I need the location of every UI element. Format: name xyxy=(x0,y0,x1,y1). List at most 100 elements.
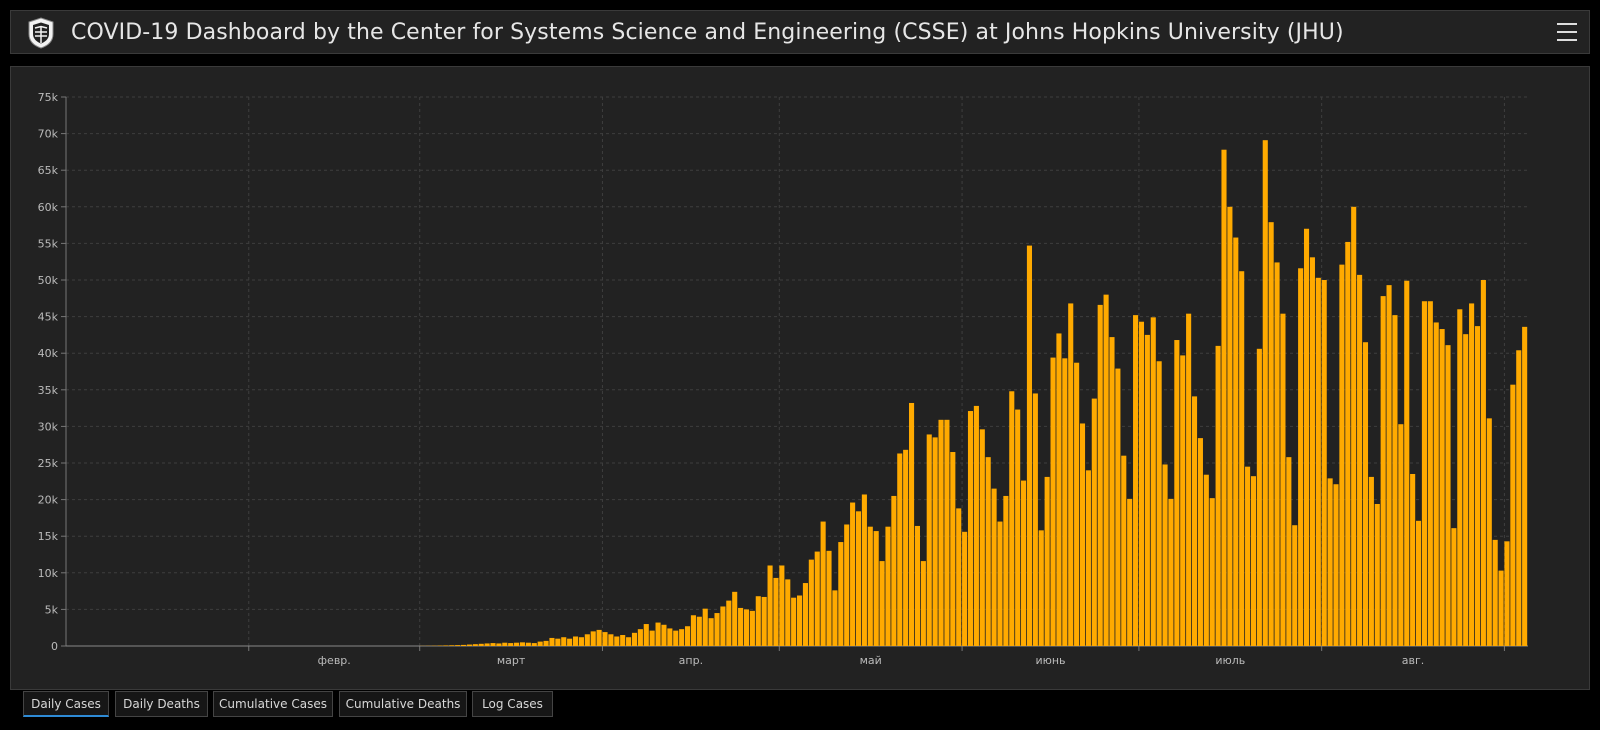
bar xyxy=(1333,484,1339,646)
bar xyxy=(726,600,732,646)
bar xyxy=(785,579,791,646)
y-tick-label: 35k xyxy=(38,384,59,397)
bar xyxy=(950,452,956,646)
bar xyxy=(1097,304,1103,646)
bar xyxy=(1439,329,1445,646)
bar xyxy=(1510,384,1516,646)
bar xyxy=(455,645,461,646)
bar xyxy=(549,637,555,646)
bar xyxy=(561,637,567,646)
bar xyxy=(1162,464,1168,646)
bar xyxy=(502,642,508,646)
bar xyxy=(1074,362,1080,646)
bar xyxy=(1062,358,1068,646)
bar xyxy=(991,488,997,646)
y-tick-label: 15k xyxy=(38,530,59,543)
bar xyxy=(1003,495,1009,646)
bar xyxy=(791,597,797,646)
bar xyxy=(626,637,632,646)
bar xyxy=(1451,528,1457,646)
bar xyxy=(779,565,785,646)
bar xyxy=(802,583,808,646)
bar xyxy=(1433,322,1439,646)
bar xyxy=(531,643,537,646)
bar xyxy=(1362,342,1369,646)
bar xyxy=(1026,245,1033,646)
x-tick-label: апр. xyxy=(679,654,703,667)
bar xyxy=(1339,264,1345,646)
bar xyxy=(909,402,915,646)
bar xyxy=(1262,140,1268,647)
bar xyxy=(1374,503,1380,646)
bar xyxy=(596,629,602,646)
bar xyxy=(460,644,467,646)
tab-daily-cases[interactable]: Daily Cases xyxy=(23,691,109,717)
bar xyxy=(1144,334,1150,646)
bar xyxy=(578,637,584,646)
bar xyxy=(808,559,814,646)
y-tick-label: 55k xyxy=(38,237,59,250)
bar xyxy=(1239,271,1245,646)
bar xyxy=(797,595,803,646)
jhu-shield-icon xyxy=(28,17,54,49)
bar xyxy=(608,634,614,646)
bar xyxy=(696,616,702,646)
bar xyxy=(873,531,879,646)
bar xyxy=(1138,321,1145,646)
y-tick-label: 75k xyxy=(38,91,59,104)
x-tick-label: июнь xyxy=(1035,654,1065,667)
bar xyxy=(1250,476,1257,646)
bar xyxy=(1368,476,1374,646)
bar xyxy=(690,615,696,646)
bar xyxy=(1203,474,1209,646)
y-tick-label: 10k xyxy=(38,567,59,580)
bar xyxy=(679,629,685,646)
bar xyxy=(1191,396,1198,646)
tab-cumulative-deaths[interactable]: Cumulative Deaths xyxy=(339,691,467,717)
bar xyxy=(738,607,744,646)
bar xyxy=(1321,280,1327,646)
bar xyxy=(979,429,985,646)
bar xyxy=(1492,539,1498,646)
bar xyxy=(466,644,472,646)
bar xyxy=(684,626,691,646)
y-tick-label: 70k xyxy=(38,128,59,141)
bar xyxy=(667,628,673,646)
bar xyxy=(1415,520,1422,646)
bar xyxy=(903,449,909,646)
header-bar: COVID-19 Dashboard by the Center for Sys… xyxy=(10,10,1590,54)
bar xyxy=(1032,393,1038,646)
bar xyxy=(844,524,850,646)
bar xyxy=(1457,309,1463,646)
bar xyxy=(673,630,679,646)
y-tick-label: 5k xyxy=(45,603,59,616)
bar xyxy=(761,596,767,646)
x-tick-label: март xyxy=(497,654,526,667)
bar xyxy=(555,638,561,646)
bar xyxy=(1309,257,1315,646)
y-tick-label: 40k xyxy=(38,347,59,360)
bar xyxy=(720,606,726,646)
x-tick-label: май xyxy=(860,654,882,667)
bar xyxy=(1327,478,1333,646)
tab-daily-deaths[interactable]: Daily Deaths xyxy=(115,691,208,717)
bar xyxy=(449,645,455,646)
hamburger-menu-icon[interactable] xyxy=(1557,23,1577,41)
bar xyxy=(1274,262,1280,646)
bar xyxy=(938,419,944,646)
y-tick-label: 20k xyxy=(38,494,59,507)
bar xyxy=(814,551,820,646)
tab-log-cases[interactable]: Log Cases xyxy=(472,691,553,717)
bar xyxy=(1197,438,1203,646)
bar xyxy=(1421,301,1427,646)
bar xyxy=(1180,355,1186,646)
bar xyxy=(926,434,932,646)
bar xyxy=(496,643,502,646)
tab-cumulative-cases[interactable]: Cumulative Cases xyxy=(213,691,333,717)
bar xyxy=(543,640,549,646)
bar xyxy=(567,638,573,646)
bar xyxy=(472,644,478,646)
bar xyxy=(973,405,979,646)
bar xyxy=(850,502,856,646)
bar xyxy=(1109,337,1115,646)
